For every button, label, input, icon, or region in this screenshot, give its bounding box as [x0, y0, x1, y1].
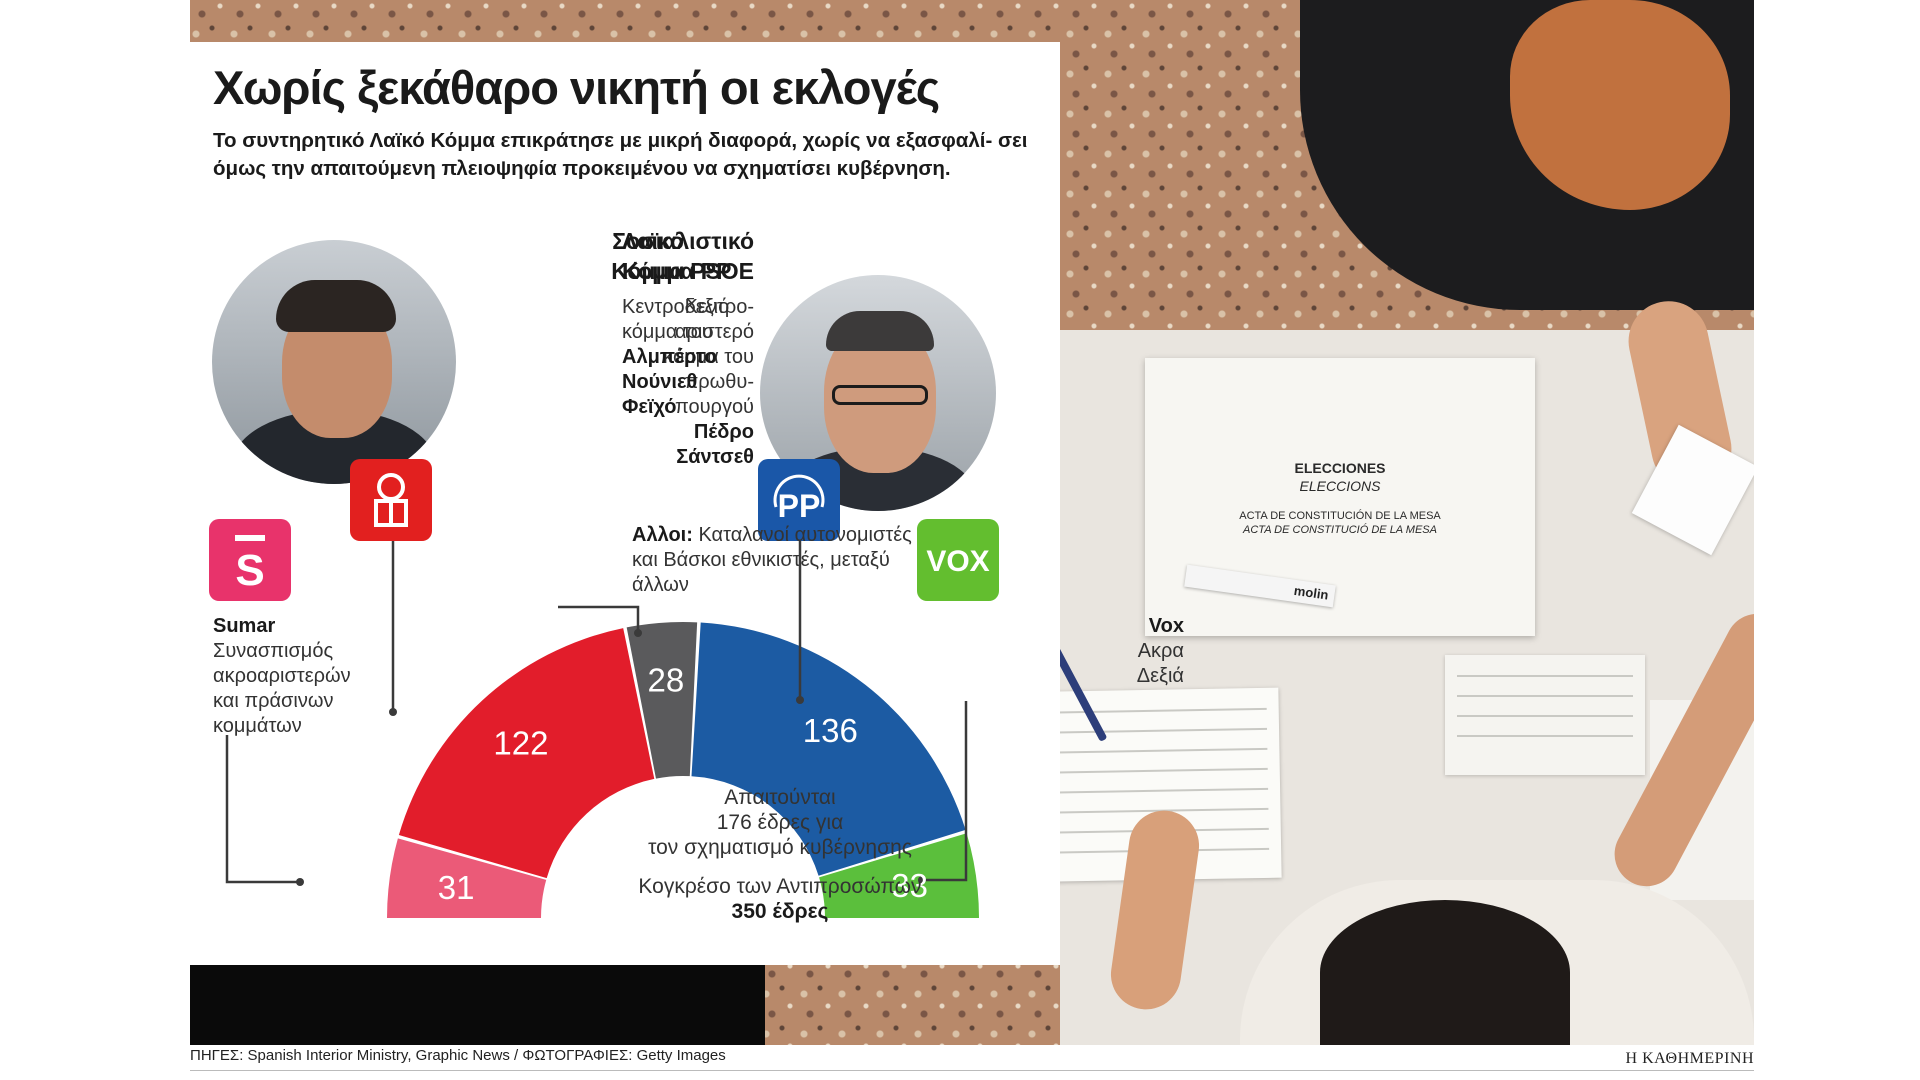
psoe-name: Σοσιαλιστικό Κόμμα PSOE — [611, 226, 754, 286]
footer-divider — [190, 1070, 1754, 1071]
pp-desc-line: Κεντροδεξιό — [622, 296, 730, 318]
chamber-name: Κογκρέσο των Αντιπροσώπων — [638, 875, 922, 898]
graphic-frame: ELECCIONES ELECCIONS ACTA DE CONSTITUCIÓ… — [190, 0, 1754, 1045]
seat-segment-psoe — [398, 628, 655, 879]
page-title: Χωρίς ξεκάθαρο νικητή οι εκλογές — [213, 61, 940, 114]
sumar-label: Sumar Συνασπισμός ακροαριστερών και πράσ… — [213, 614, 351, 739]
others-desc-line: και Βάσκοι εθνικιστές, μεταξύ — [632, 549, 890, 571]
vox-desc-line: Ακρα — [1137, 640, 1184, 662]
pp-logo-mark: PP — [773, 474, 825, 524]
black-bar — [190, 965, 765, 1045]
seat-value-psoe: 122 — [493, 724, 548, 761]
majority-line: Απαιτούνται — [724, 786, 836, 809]
vox-logo: VOX — [917, 519, 999, 601]
pp-logo-text: PP — [778, 488, 821, 524]
majority-line: 176 έδρες για — [716, 811, 844, 834]
psoe-description: Κεντρο- αριστερό κόμμα του πρωθυ- πουργο… — [663, 295, 754, 470]
leader-dot-vox — [918, 876, 926, 884]
others-label: Αλλοι: Καταλανοί αυτονομιστές και Βάσκοι… — [632, 523, 942, 598]
leader-dot-pp — [796, 696, 804, 704]
seat-value-sumar: 31 — [438, 869, 475, 906]
psoe-name-line-1: Σοσιαλιστικό — [612, 228, 754, 254]
others-name: Αλλοι: — [632, 524, 693, 546]
leader-dot-sumar — [296, 878, 304, 886]
sumar-logo-mark: S — [235, 535, 265, 595]
others-desc-line: άλλων — [632, 574, 689, 596]
psoe-leader-line: Πέδρο — [693, 421, 754, 443]
psoe-desc-line: πρωθυ- — [684, 371, 754, 393]
seat-segment-sumar — [387, 838, 547, 918]
vox-label: Vox Ακρα Δεξιά — [1137, 614, 1184, 689]
psoe-desc-line: κόμμα του — [663, 346, 754, 368]
seat-value-others: 28 — [647, 662, 684, 699]
pp-name-line-1: Λαϊκό — [622, 228, 684, 254]
pp-desc-line: κόμμα του — [622, 321, 713, 343]
leader-line-vox — [922, 701, 968, 882]
sumar-desc-line: και πράσινων — [213, 690, 334, 712]
sumar-desc-line: κομμάτων — [213, 715, 302, 737]
sumar-logo: S — [209, 519, 291, 601]
doc-line-3: ACTA DE CONSTITUCIÓN DE LA MESA — [1239, 510, 1441, 522]
psoe-desc-line: αριστερό — [674, 321, 754, 343]
footer-sources: ΠΗΓΕΣ: Spanish Interior Ministry, Graphi… — [190, 1047, 726, 1064]
sumar-desc-line: Συνασπισμός — [213, 640, 334, 662]
vox-name: Vox — [1148, 615, 1184, 637]
sumar-desc-line: ακροαριστερών — [213, 665, 351, 687]
doc-line-4: ACTA DE CONSTITUCIÓ DE LA MESA — [1243, 524, 1437, 536]
leader-line-others — [558, 605, 640, 633]
doc-line-2: ELECCIONS — [1299, 478, 1381, 494]
psoe-name-line-2: Κόμμα PSOE — [611, 258, 754, 284]
seat-segment-vox — [819, 833, 980, 918]
others-desc-first: Καταλανοί αυτονομιστές — [692, 524, 912, 546]
leader-dot-others — [634, 629, 642, 637]
psoe-rose-icon — [374, 473, 408, 527]
pp-leader-line: Νούνιεθ — [622, 371, 698, 393]
leader-line-sumar — [225, 735, 300, 884]
sumar-logo-letter: S — [235, 546, 264, 595]
psoe-logo — [350, 459, 432, 541]
psoe-desc-line: πουργού — [674, 396, 754, 418]
pp-logo: PP — [758, 459, 840, 541]
seat-value-pp: 136 — [803, 712, 858, 749]
photo-election-document: ELECCIONES ELECCIONS ACTA DE CONSTITUCIÓ… — [1145, 358, 1535, 636]
page-subtitle: Το συντηρητικό Λαϊκό Κόμμα επικράτησε με… — [213, 129, 1028, 180]
seat-value-vox: 33 — [891, 867, 928, 904]
seat-segment-pp — [691, 622, 966, 876]
photo-voter-hair — [1510, 0, 1730, 210]
total-seats: 350 έδρες — [731, 900, 829, 923]
psoe-leader-line: Σάντσεθ — [676, 446, 754, 468]
seat-chart: 31 122 28 136 33 — [225, 541, 980, 918]
photo-form-sheet-2 — [1445, 655, 1645, 775]
majority-note: Απαιτούνται 176 έδρες για τον σχηματισμό… — [630, 785, 930, 924]
pp-leader-line: Φεϊχό — [622, 396, 677, 418]
majority-line: τον σχηματισμό κυβέρνησης — [648, 836, 912, 859]
doc-line-1: ELECCIONES — [1294, 460, 1386, 476]
pp-description: Κεντροδεξιό κόμμα του Αλμπέρτο Νούνιεθ Φ… — [622, 295, 729, 420]
vox-logo-text: VOX — [926, 545, 989, 578]
photo-voter-bottom-hair — [1320, 900, 1570, 1045]
vox-desc-line: Δεξιά — [1136, 665, 1184, 687]
leader-dot-psoe — [389, 708, 397, 716]
psoe-desc-line: Κεντρο- — [684, 296, 754, 318]
footer-brand: Η ΚΑΘΗΜΕΡΙΝΗ — [1625, 1050, 1754, 1067]
seat-segment-others — [626, 622, 698, 779]
vox-logo-mark: VOX — [926, 545, 989, 578]
sumar-name: Sumar — [213, 615, 276, 637]
pp-name: Λαϊκό Κόμμα PP — [622, 226, 732, 286]
pp-name-line-2: Κόμμα PP — [622, 258, 732, 284]
pp-leader-line: Αλμπέρτο — [622, 346, 717, 368]
